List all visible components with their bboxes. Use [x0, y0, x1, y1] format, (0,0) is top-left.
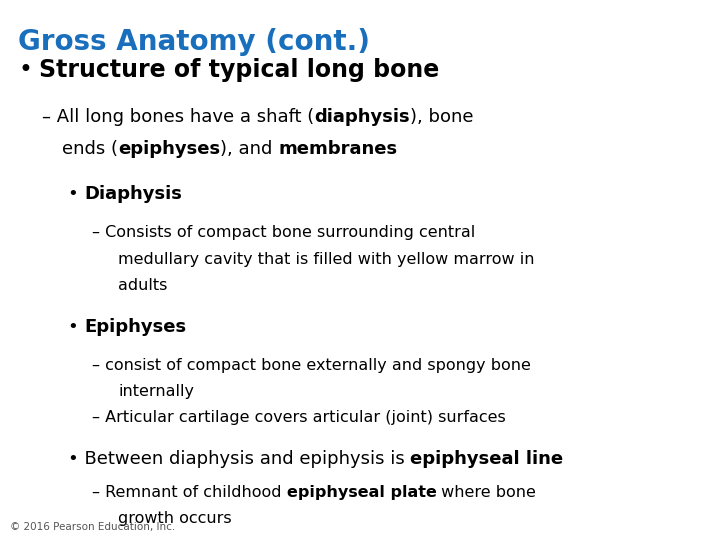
Text: © 2016 Pearson Education, Inc.: © 2016 Pearson Education, Inc. — [10, 522, 175, 532]
Text: epiphyses: epiphyses — [118, 140, 220, 158]
Text: – All long bones have a shaft (: – All long bones have a shaft ( — [42, 108, 314, 126]
Text: growth occurs: growth occurs — [118, 511, 232, 526]
Text: • Between diaphysis and epiphysis is: • Between diaphysis and epiphysis is — [68, 450, 410, 468]
Text: epiphyseal line: epiphyseal line — [410, 450, 564, 468]
Text: •: • — [68, 185, 84, 203]
Text: Epiphyses: Epiphyses — [84, 318, 186, 336]
Text: membranes: membranes — [278, 140, 397, 158]
Text: •: • — [18, 58, 32, 82]
Text: – Consists of compact bone surrounding central: – Consists of compact bone surrounding c… — [92, 225, 475, 240]
Text: – Remnant of childhood: – Remnant of childhood — [92, 485, 287, 500]
Text: ), bone: ), bone — [410, 108, 473, 126]
Text: – consist of compact bone externally and spongy bone: – consist of compact bone externally and… — [92, 358, 531, 373]
Text: •: • — [68, 318, 84, 336]
Text: where bone: where bone — [436, 485, 536, 500]
Text: Structure of typical long bone: Structure of typical long bone — [40, 58, 440, 82]
Text: medullary cavity that is filled with yellow marrow in: medullary cavity that is filled with yel… — [118, 252, 534, 267]
Text: epiphyseal plate: epiphyseal plate — [287, 485, 436, 500]
Text: ), and: ), and — [220, 140, 278, 158]
Text: Gross Anatomy (cont.): Gross Anatomy (cont.) — [18, 28, 370, 56]
Text: ends (: ends ( — [62, 140, 118, 158]
Text: adults: adults — [118, 278, 167, 293]
Text: – Articular cartilage covers articular (joint) surfaces: – Articular cartilage covers articular (… — [92, 410, 505, 425]
Text: Diaphysis: Diaphysis — [84, 185, 182, 203]
Text: internally: internally — [118, 384, 194, 399]
Text: diaphysis: diaphysis — [314, 108, 410, 126]
